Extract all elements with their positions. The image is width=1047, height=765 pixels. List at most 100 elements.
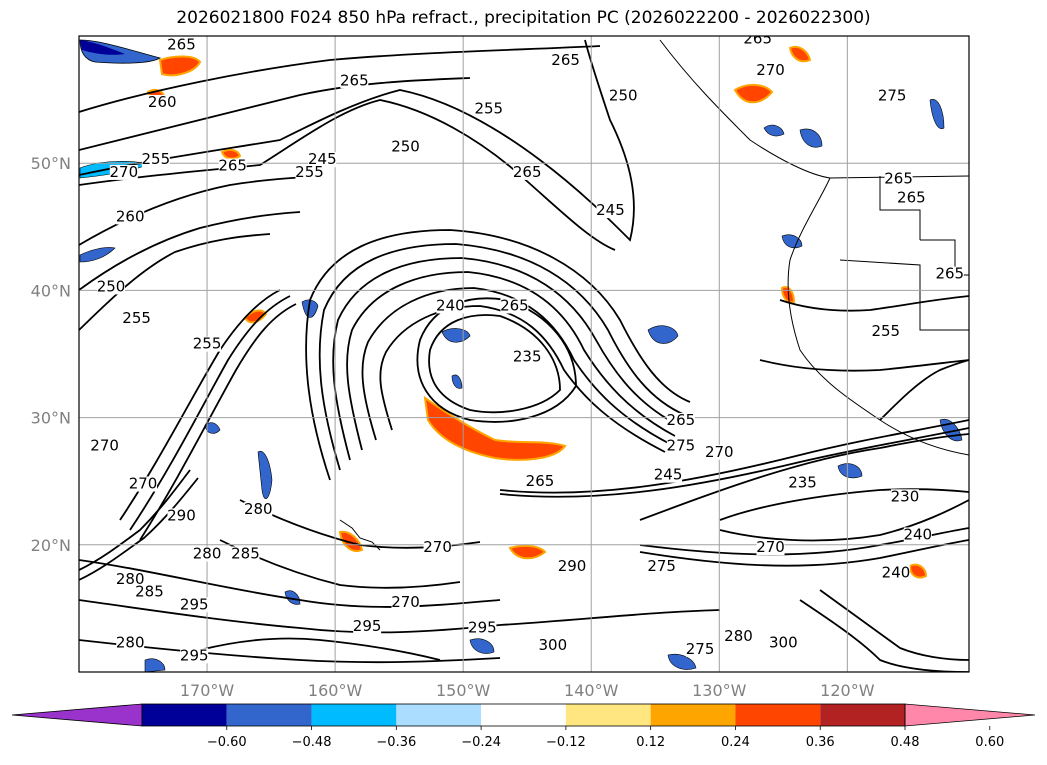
lat-tick-label: 40°N: [31, 281, 71, 300]
contour-label-bg: [609, 88, 638, 104]
colorbar-segment: [311, 704, 397, 726]
colorbar-tick-label: −0.12: [546, 735, 586, 750]
contour-label-bg: [513, 164, 542, 180]
contour-label: 270: [129, 475, 158, 493]
contour-label-bg: [551, 52, 580, 68]
contour-label-bg: [743, 36, 772, 47]
contour-label: 285: [135, 583, 164, 601]
contour-label: 255: [122, 309, 151, 327]
contour-label: 295: [180, 646, 209, 664]
contour-label: 280: [116, 570, 145, 588]
contour-label-bg: [116, 635, 145, 651]
colorbar-segment: [481, 704, 566, 726]
contour-label: 250: [97, 277, 126, 295]
lon-tick-label: 140°W: [564, 681, 619, 700]
contour-label: 230: [891, 487, 920, 505]
contour-label-bg: [756, 540, 785, 556]
contour-label: 260: [148, 93, 177, 111]
contour-label-bg: [180, 648, 209, 664]
contour-label: 280: [244, 500, 273, 518]
colorbar-segment: [226, 704, 312, 726]
colorbar-tick-label: 0.36: [806, 735, 835, 750]
contour-label: 265: [743, 29, 772, 47]
contour-label: 255: [474, 99, 503, 117]
contour-label: 255: [142, 150, 171, 168]
contour-label: 270: [756, 61, 785, 79]
contour-label: 270: [109, 163, 138, 181]
contour-label: 265: [884, 169, 913, 187]
contour-label: 265: [935, 265, 964, 283]
colorbar-extend-high: [904, 703, 1036, 727]
contour-label: 275: [878, 87, 907, 105]
contour-label-bg: [935, 266, 964, 282]
contour-label: 265: [551, 51, 580, 69]
contour-label: 300: [769, 634, 798, 652]
contour-label-bg: [882, 565, 911, 581]
contour-label: 250: [391, 137, 420, 155]
colorbar-tick-label: 0.48: [891, 735, 920, 750]
contour-label-bg: [135, 584, 164, 600]
contour-label-bg: [109, 164, 138, 180]
contour-label-bg: [218, 158, 247, 174]
contour-label-bg: [558, 559, 587, 575]
contour-label: 295: [353, 617, 382, 635]
colorbar-segment: [735, 704, 821, 726]
contour-label-bg: [353, 619, 382, 635]
contour-label-bg: [391, 139, 420, 155]
contour-label: 290: [558, 557, 587, 575]
contour-label: 275: [647, 557, 676, 575]
lon-tick-label: 160°W: [308, 681, 363, 700]
contour-label: 270: [705, 443, 734, 461]
contour-label-bg: [474, 101, 503, 117]
contour-label: 265: [167, 36, 196, 54]
contour-label-bg: [666, 438, 695, 454]
contour-label: 240: [903, 525, 932, 543]
contour-label-bg: [167, 508, 196, 524]
contour-label-bg: [122, 311, 151, 327]
contour-label: 280: [193, 545, 222, 563]
contour-label: 270: [423, 538, 452, 556]
contour-label-bg: [116, 209, 145, 225]
colorbar-tick-label: 0.12: [636, 735, 665, 750]
contour-label-bg: [686, 641, 715, 657]
contour-label-bg: [468, 620, 497, 636]
contour-label-bg: [884, 171, 913, 187]
colorbar-extend-low: [11, 703, 143, 727]
contour-label-bg: [167, 37, 196, 53]
contour-label-bg: [871, 323, 900, 339]
contour-label: 255: [193, 335, 222, 353]
contour-label-bg: [526, 474, 555, 490]
contour-label: 295: [468, 618, 497, 636]
contour-label-bg: [654, 467, 683, 483]
colorbar-segment: [565, 704, 651, 726]
colorbar-tick-label: 0.24: [721, 735, 750, 750]
contour-label-bg: [903, 527, 932, 543]
lon-tick-label: 170°W: [180, 681, 235, 700]
contour-label-bg: [193, 336, 222, 352]
contour-label-bg: [391, 594, 420, 610]
contour-label-bg: [724, 629, 753, 645]
contour-label: 290: [167, 506, 196, 524]
contour-label: 265: [340, 71, 369, 89]
lat-tick-label: 30°N: [31, 409, 71, 428]
contour-label-bg: [244, 502, 273, 517]
contour-label-bg: [897, 190, 926, 206]
contour-label-bg: [756, 63, 785, 79]
colorbar: −0.60 −0.48 −0.36 −0.24 −0.12 0.12 0.24 0.36 0.4…: [11, 703, 1036, 750]
contour-label-bg: [231, 546, 260, 562]
colorbar-segment: [820, 704, 905, 726]
contour-label: 265: [513, 163, 542, 181]
contour-label-bg: [705, 444, 734, 460]
contour-label-bg: [340, 73, 369, 89]
colorbar-frame: [141, 703, 906, 727]
contour-label-bg: [148, 94, 177, 110]
map-frame: [78, 35, 970, 673]
chart-title: 2026021800 F024 850 hPa refract., precip…: [176, 8, 871, 28]
contour-label-bg: [596, 203, 625, 219]
contour-label-bg: [666, 412, 695, 428]
contour-label: 245: [654, 466, 683, 484]
contour-label-bg: [647, 559, 676, 575]
contour-label-bg: [423, 540, 452, 556]
contour-label-bg: [129, 476, 158, 492]
